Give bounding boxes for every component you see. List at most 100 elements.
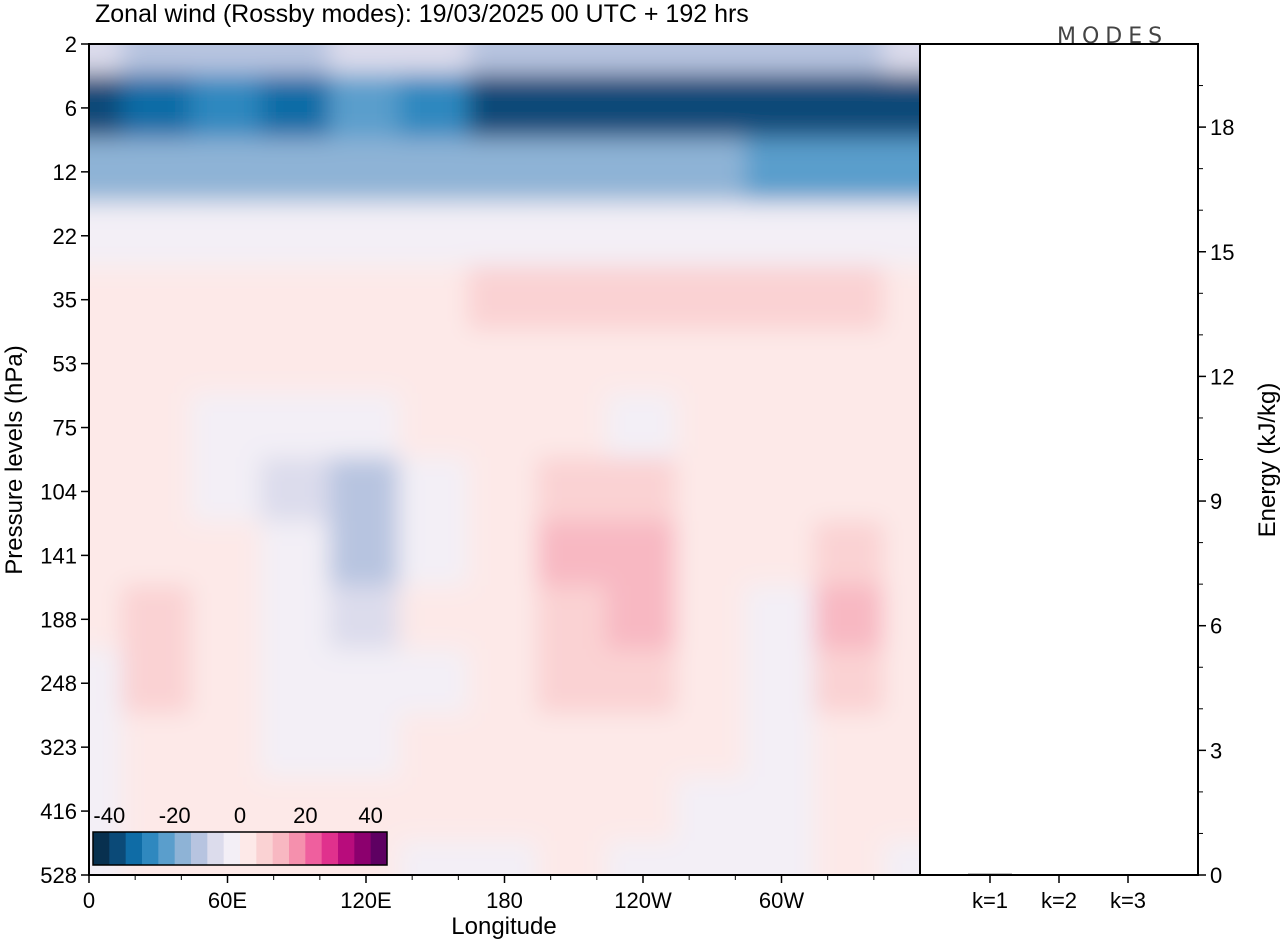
field-cell	[675, 649, 749, 718]
field-cell	[537, 713, 611, 782]
field-cell	[537, 777, 611, 846]
y-tick-label: 528	[40, 863, 77, 888]
field-cell	[190, 201, 265, 270]
y-tick-label: 12	[53, 160, 77, 185]
x-tick-label: 0	[83, 888, 95, 913]
field-cell	[537, 457, 611, 526]
field-cell	[883, 585, 920, 654]
field-cell	[744, 521, 819, 590]
colorbar-swatch	[338, 832, 355, 865]
x-axis: 0 60E 120E 180 120W 60W	[83, 875, 875, 913]
field-cell	[121, 137, 195, 206]
field-cell	[606, 777, 680, 846]
field-cell	[190, 393, 265, 462]
y-tick-label: 6	[65, 96, 77, 121]
field-cell	[398, 713, 472, 782]
field-cell	[675, 265, 749, 334]
field-cell	[467, 201, 542, 270]
field-cell	[606, 265, 680, 334]
field-cell	[398, 201, 472, 270]
field-cell	[744, 137, 819, 206]
field-cell	[606, 521, 680, 590]
energy-tick-label: 6	[1210, 614, 1222, 639]
field-cell	[814, 457, 888, 526]
y-tick-label: 248	[40, 671, 77, 696]
field-cell	[606, 329, 680, 398]
field-cell	[89, 201, 126, 270]
field-cell	[260, 201, 334, 270]
colorbar-swatch	[142, 832, 159, 865]
field-cell	[467, 393, 542, 462]
field-cell	[606, 201, 680, 270]
energy-tick-label: 9	[1210, 489, 1222, 514]
field-cell	[883, 73, 920, 142]
colorbar-tick-label: 0	[234, 803, 246, 828]
field-cell	[121, 201, 195, 270]
field-cell	[398, 137, 472, 206]
field-cell	[883, 393, 920, 462]
x-tick-label: 180	[486, 888, 523, 913]
y-axis: 2 6 12 22 35 53 75 104 141 188 248 323 416 528	[40, 32, 89, 888]
x-tick-label: 120E	[340, 888, 391, 913]
field-cell	[467, 841, 542, 875]
field-cell	[190, 44, 265, 78]
field-cell	[537, 393, 611, 462]
field-cell	[121, 649, 195, 718]
field-cell	[883, 777, 920, 846]
energy-tick-label: 15	[1210, 240, 1234, 265]
y-tick-label: 75	[53, 416, 77, 441]
field-cell	[814, 201, 888, 270]
energy-bar-k2	[1037, 874, 1081, 876]
field-cell	[190, 265, 265, 334]
field-cell	[537, 73, 611, 142]
energy-tick-label: 3	[1210, 738, 1222, 763]
field-cell	[190, 585, 265, 654]
field-cell	[744, 73, 819, 142]
field-cell	[329, 201, 403, 270]
field-cell	[398, 329, 472, 398]
field-cell	[329, 73, 403, 142]
field-cell	[537, 137, 611, 206]
x-tick-label: 60W	[759, 888, 804, 913]
field-cell	[121, 521, 195, 590]
field-cell	[883, 457, 920, 526]
field-cell	[883, 265, 920, 334]
field-cell	[675, 457, 749, 526]
field-cell	[883, 329, 920, 398]
colorbar-swatch	[207, 832, 225, 865]
field-cell	[537, 329, 611, 398]
colorbar-tick-label: -40	[93, 803, 125, 828]
chart-title: Zonal wind (Rossby modes): 19/03/2025 00…	[95, 0, 749, 28]
field-cell	[121, 457, 195, 526]
energy-bar-k1	[968, 873, 1012, 876]
field-cell	[329, 137, 403, 206]
field-cell	[121, 329, 195, 398]
field-cell	[814, 585, 888, 654]
field-cell	[398, 393, 472, 462]
colorbar-swatch	[125, 832, 143, 865]
field-cell	[814, 777, 888, 846]
field-cell	[606, 713, 680, 782]
field-cell	[190, 73, 265, 142]
colorbar: -40 -20 0 20 40	[92, 803, 388, 866]
field-cell	[814, 73, 888, 142]
y-tick-label: 35	[53, 288, 77, 313]
field-cell	[467, 265, 542, 334]
field-cell	[744, 265, 819, 334]
energy-category-label: k=3	[1110, 888, 1146, 913]
energy-category-label: k=2	[1041, 888, 1077, 913]
field-cell	[606, 137, 680, 206]
field-cell	[883, 201, 920, 270]
energy-bar-k3	[1106, 874, 1150, 876]
field-cell	[89, 457, 126, 526]
field-cell	[260, 137, 334, 206]
field-cell	[260, 73, 334, 142]
field-cell	[814, 841, 888, 875]
colorbar-swatch	[272, 832, 290, 865]
field-cell	[260, 649, 334, 718]
zonal-wind-field	[89, 44, 920, 875]
field-cell	[89, 649, 126, 718]
colorbar-swatch	[305, 832, 323, 865]
field-cell	[744, 777, 819, 846]
